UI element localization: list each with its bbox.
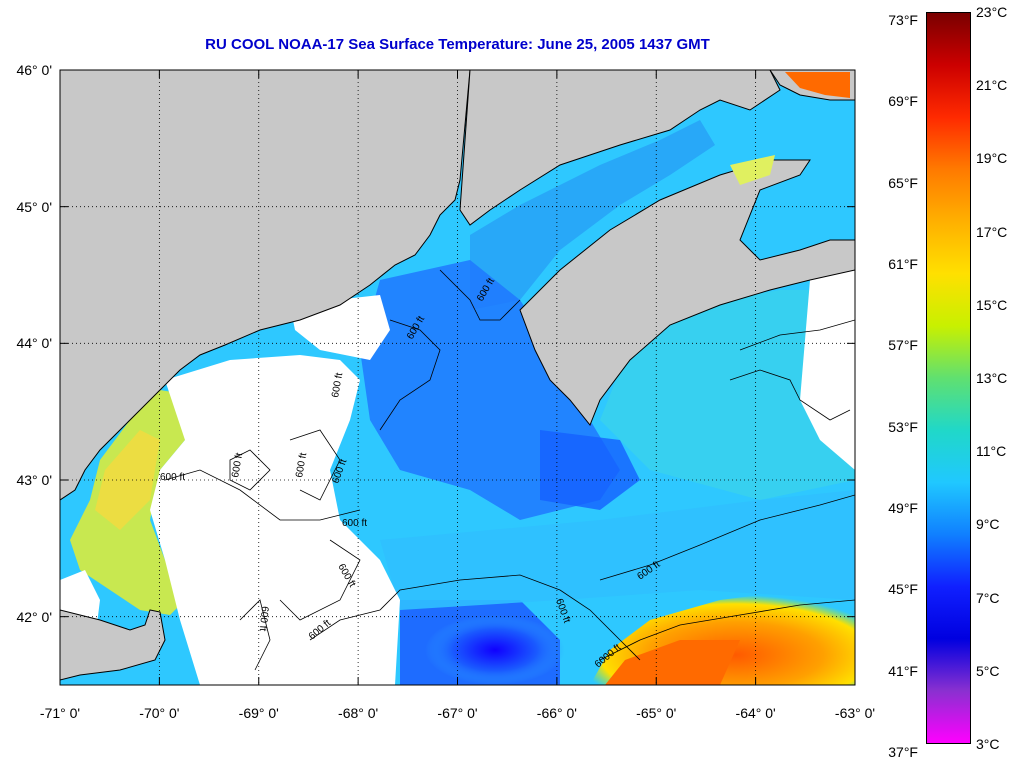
east-gulf-cold [540, 430, 640, 510]
longitude-label: -70° 0' [139, 705, 180, 721]
longitude-label: -68° 0' [338, 705, 379, 721]
colorbar-celsius-label: 21°C [976, 77, 1008, 94]
contour-line [279, 539, 361, 621]
colorbar-fahrenheit-label: 45°F [888, 581, 918, 598]
colorbar-celsius-label: 7°C [976, 589, 1000, 606]
land-new-brunswick [459, 70, 781, 226]
contour-label: 600 ft [330, 372, 345, 399]
latitude-label: 45° 0' [16, 198, 52, 215]
map-title: RU COOL NOAA-17 Sea Surface Temperature:… [205, 36, 710, 53]
colorbar-fahrenheit-label: 57°F [888, 337, 918, 354]
cloud-west [150, 355, 400, 685]
warm-patch-northeast [785, 72, 850, 98]
longitude-label: -64° 0' [735, 705, 776, 721]
latitude-label: 43° 0' [16, 472, 52, 488]
bathymetry-contours [164, 269, 855, 671]
longitude-label: -71° 0' [39, 705, 81, 721]
contour-label: 600 ft [342, 518, 367, 529]
land-cape-cod [60, 609, 166, 681]
colorbar-celsius-label: 19°C [976, 150, 1008, 167]
contour-line [239, 599, 271, 671]
colorbar-fahrenheit-label: 37°F [888, 744, 918, 760]
latitude-label: 42° 0' [16, 608, 52, 625]
graticule [59, 69, 856, 685]
contour-label: 600 ft [294, 452, 309, 479]
contour-line [439, 269, 521, 321]
contour-line [289, 429, 341, 501]
colorbar-fahrenheit-label: 73°F [888, 12, 918, 29]
contour-line [599, 599, 855, 661]
latitude-label: 46° 0' [16, 62, 52, 78]
land-maine [60, 70, 471, 501]
contour-line [164, 469, 361, 521]
bay-of-fundy-water [470, 120, 715, 310]
contour-line [309, 574, 641, 661]
contour-line [379, 319, 441, 431]
color-scale-bar [926, 12, 971, 744]
contour-line [739, 319, 855, 351]
coastal-warm-core [95, 430, 160, 530]
longitude-label: -66° 0' [536, 705, 577, 721]
contour-line [599, 494, 855, 581]
georges-cold-core [425, 615, 565, 685]
colorbar-fahrenheit-label: 41°F [888, 662, 918, 679]
colorbar-fahrenheit-label: 65°F [888, 174, 918, 191]
colorbar-celsius-label: 3°C [976, 736, 1000, 752]
colorbar-celsius-label: 9°C [976, 516, 1000, 533]
warm-core [605, 640, 740, 685]
cloud-east [800, 270, 855, 470]
warm-patch-cape-breton [730, 155, 775, 185]
contour-label: 600 ft [230, 452, 245, 479]
scotian-water [600, 290, 855, 500]
mid-shelf-water [380, 490, 855, 610]
colorbar-celsius-label: 15°C [976, 296, 1008, 313]
contour-line [729, 369, 851, 421]
colorbar-fahrenheit-label: 69°F [888, 93, 918, 110]
colorbar-celsius-label: 11°C [976, 443, 1007, 460]
colorbar-fahrenheit-label: 49°F [888, 500, 918, 517]
latitude-label: 44° 0' [16, 335, 52, 352]
longitude-label: -65° 0' [636, 705, 677, 721]
colorbar-celsius-label: 13°C [976, 370, 1008, 386]
colorbar-celsius-label: 23°C [976, 4, 1008, 20]
contour-label: 600 ft [257, 606, 270, 632]
colorbar-celsius-label: 17°C [976, 223, 1008, 240]
longitude-label: -63° 0' [834, 705, 876, 721]
colorbar-fahrenheit-label: 61°F [888, 256, 918, 273]
longitude-label: -69° 0' [238, 705, 279, 721]
contour-label: 600 ft [160, 472, 185, 483]
colorbar-celsius-label: 5°C [976, 662, 1000, 679]
longitude-label: -67° 0' [437, 705, 478, 721]
land-nova-scotia [519, 159, 855, 426]
colorbar-fahrenheit-label: 53°F [888, 418, 918, 435]
